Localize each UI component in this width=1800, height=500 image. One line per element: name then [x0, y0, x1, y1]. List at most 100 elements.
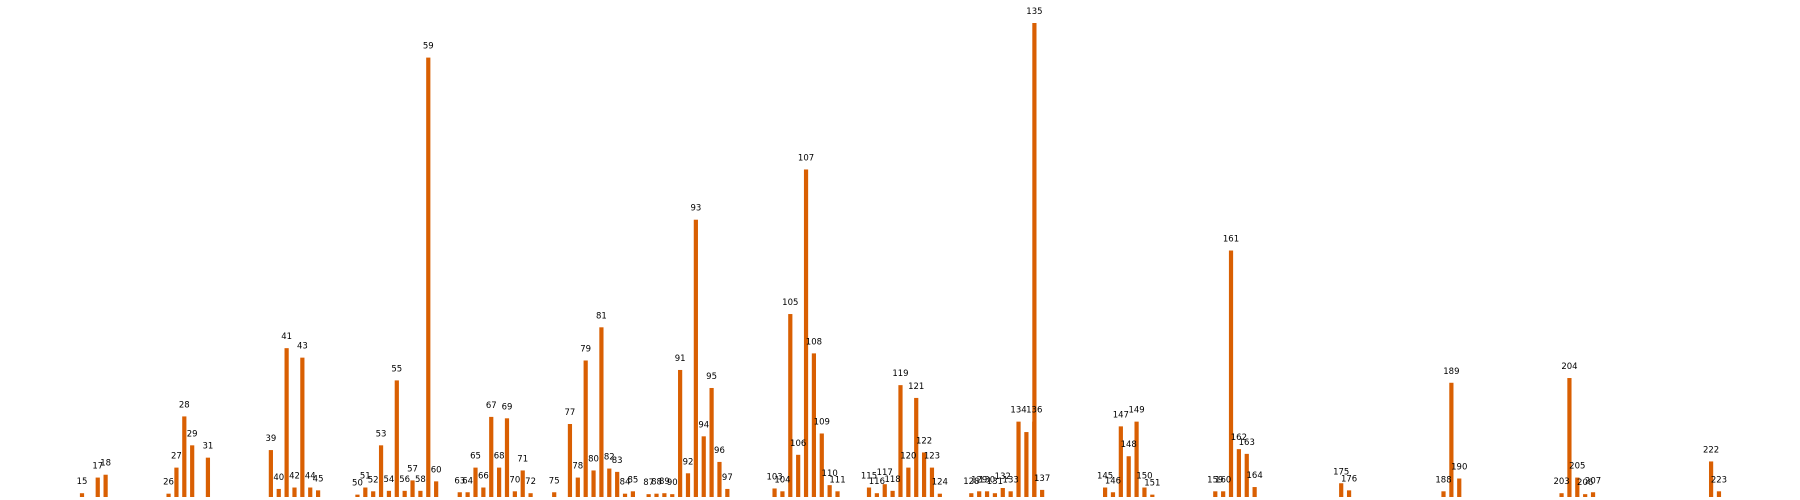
value-label-91: 91 — [675, 354, 686, 364]
value-label-92: 92 — [683, 457, 694, 467]
value-label-134: 134 — [1010, 406, 1026, 416]
bar-204 — [1567, 378, 1572, 497]
bar-189 — [1449, 382, 1454, 497]
value-label-160: 160 — [1215, 475, 1231, 485]
value-label-119: 119 — [892, 369, 908, 379]
bar-41 — [284, 348, 289, 497]
value-label-120: 120 — [900, 452, 916, 462]
bar-108 — [811, 353, 817, 497]
value-label-162: 162 — [1231, 433, 1247, 443]
value-label-18: 18 — [100, 459, 111, 469]
bar-93 — [693, 219, 698, 497]
bar-137 — [1040, 489, 1045, 497]
value-label-71: 71 — [517, 454, 528, 464]
bar-27 — [174, 467, 179, 497]
value-label-95: 95 — [706, 372, 717, 382]
value-label-64: 64 — [462, 476, 473, 486]
bar-45 — [316, 490, 321, 497]
bar-133 — [1008, 491, 1013, 497]
value-label-148: 148 — [1121, 440, 1137, 450]
value-label-103: 103 — [766, 472, 782, 482]
bar-78 — [575, 477, 580, 497]
bar-151 — [1150, 494, 1155, 497]
bar-205 — [1575, 477, 1580, 497]
value-label-128: 128 — [963, 477, 979, 487]
bar-63 — [457, 492, 462, 497]
bar-223 — [1716, 491, 1722, 497]
value-label-17: 17 — [92, 462, 103, 472]
bar-87 — [646, 494, 651, 497]
value-label-88: 88 — [651, 478, 662, 488]
bar-54 — [386, 490, 392, 497]
value-label-111: 111 — [829, 475, 845, 485]
bar-43 — [300, 357, 305, 497]
value-label-124: 124 — [932, 478, 948, 488]
value-label-190: 190 — [1451, 463, 1467, 473]
value-label-122: 122 — [916, 436, 932, 446]
bar-31 — [205, 457, 211, 497]
value-label-54: 54 — [384, 475, 395, 485]
bar-136 — [1032, 421, 1037, 497]
value-label-53: 53 — [376, 429, 387, 439]
value-label-123: 123 — [924, 452, 940, 462]
value-label-70: 70 — [509, 475, 520, 485]
bar-176 — [1346, 490, 1352, 497]
bar-69 — [504, 418, 510, 497]
value-label-85: 85 — [627, 475, 638, 485]
bar-159 — [1213, 491, 1218, 497]
bar-106 — [796, 454, 801, 497]
value-label-110: 110 — [822, 469, 838, 479]
bar-111 — [835, 491, 840, 497]
bar-146 — [1110, 492, 1116, 497]
value-label-15: 15 — [77, 477, 88, 487]
value-label-117: 117 — [877, 468, 893, 478]
value-label-115: 115 — [861, 472, 877, 482]
bar-60 — [434, 481, 439, 497]
bar-129 — [977, 491, 982, 497]
bar-56 — [402, 490, 407, 497]
value-label-132: 132 — [995, 472, 1011, 482]
bar-83 — [615, 471, 620, 497]
value-label-223: 223 — [1711, 475, 1727, 485]
value-label-51: 51 — [360, 472, 371, 482]
value-label-41: 41 — [281, 332, 292, 342]
value-label-50: 50 — [352, 479, 363, 489]
bars-layer — [79, 23, 1722, 497]
bar-42 — [292, 487, 297, 497]
value-label-205: 205 — [1569, 462, 1585, 472]
value-label-145: 145 — [1097, 472, 1113, 482]
value-label-159: 159 — [1207, 475, 1223, 485]
value-label-207: 207 — [1585, 476, 1601, 486]
bar-115 — [866, 487, 872, 497]
bar-66 — [481, 487, 486, 497]
value-label-69: 69 — [502, 402, 513, 412]
value-label-63: 63 — [454, 476, 465, 486]
bar-110 — [827, 485, 832, 497]
value-label-87: 87 — [643, 478, 654, 488]
value-label-39: 39 — [265, 434, 276, 444]
bar-26 — [166, 493, 171, 497]
value-label-82: 82 — [604, 453, 615, 463]
value-label-106: 106 — [790, 439, 806, 449]
value-label-93: 93 — [690, 204, 701, 214]
value-label-105: 105 — [782, 298, 798, 308]
bar-161 — [1228, 250, 1234, 497]
value-label-203: 203 — [1553, 477, 1569, 487]
value-label-149: 149 — [1128, 406, 1144, 416]
bar-135 — [1024, 432, 1029, 497]
bar-190 — [1457, 478, 1462, 497]
value-label-96: 96 — [714, 446, 725, 456]
bar-50 — [355, 494, 360, 497]
bar-163 — [1244, 453, 1249, 497]
bar-121 — [914, 397, 919, 497]
bar-71 — [520, 470, 525, 497]
value-label-109: 109 — [814, 417, 830, 427]
bar-96 — [717, 461, 722, 497]
bar-123 — [929, 467, 935, 497]
bar-75 — [552, 492, 557, 497]
value-label-52: 52 — [368, 475, 379, 485]
bar-67 — [489, 416, 494, 497]
value-label-163: 163 — [1239, 438, 1255, 448]
